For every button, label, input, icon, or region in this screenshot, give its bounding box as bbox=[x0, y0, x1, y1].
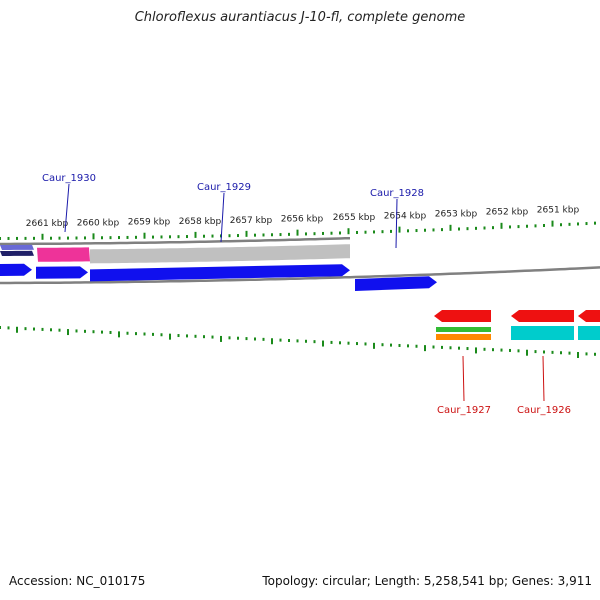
feature-band-purple bbox=[0, 244, 34, 250]
scale-tick-label: 2659 kbp bbox=[128, 218, 171, 228]
gene-arrow-caur-1929 bbox=[90, 264, 350, 282]
gene-label-caur-1927: Caur_1927 bbox=[437, 405, 491, 416]
scale-tick-label: 2656 kbp bbox=[281, 215, 324, 225]
feature-band-gray bbox=[90, 244, 350, 264]
scale-tick-label: 2657 kbp bbox=[230, 216, 273, 226]
map-title: Chloroflexus aurantiacus J-10-fl, comple… bbox=[134, 10, 466, 25]
scale-tick-label: 2652 kbp bbox=[486, 208, 529, 218]
leader-line-caur-1928 bbox=[395, 198, 398, 249]
gene-arrow-caur-1926 bbox=[511, 310, 574, 322]
scale-tick-label: 2653 kbp bbox=[435, 210, 478, 220]
scale-tick-label: 2655 kbp bbox=[333, 213, 376, 223]
genes-label: Genes: bbox=[511, 574, 554, 588]
topology-label: Topology: bbox=[262, 574, 319, 588]
leader-line-caur-1930 bbox=[64, 183, 70, 233]
gene-arrow-caur-1930 bbox=[36, 266, 88, 279]
gene-label-caur-1930: Caur_1930 bbox=[42, 173, 96, 184]
gene-label-caur-1929: Caur_1929 bbox=[197, 182, 251, 193]
accession-text: Accession: NC_010175 bbox=[9, 574, 145, 588]
genes-value: 3,911 bbox=[557, 574, 592, 588]
gene-arrow-caur-1928 bbox=[355, 276, 437, 291]
leader-line-caur-1927 bbox=[462, 355, 465, 402]
feature-band-navy bbox=[0, 250, 34, 256]
accession-value: NC_010175 bbox=[76, 574, 146, 588]
upper-backbone bbox=[0, 236, 351, 246]
leader-line-caur-1926 bbox=[542, 355, 545, 402]
topology-value: circular bbox=[322, 574, 367, 588]
scale-tick-label: 2658 kbp bbox=[179, 217, 222, 227]
accession-label: Accession: bbox=[9, 574, 73, 588]
gene-label-caur-1928: Caur_1928 bbox=[370, 188, 424, 199]
gene-arrow-left-edge bbox=[0, 263, 32, 276]
scale-tick-label: 2661 kbp bbox=[26, 219, 69, 229]
length-value: 5,258,541 bp bbox=[423, 574, 504, 588]
genome-backbone bbox=[0, 266, 600, 285]
gene-label-caur-1926: Caur_1926 bbox=[517, 405, 571, 416]
feature-band-cyan bbox=[511, 326, 574, 340]
gene-arrow-right-edge bbox=[578, 310, 600, 322]
feature-band-cyan-edge bbox=[578, 326, 600, 340]
genome-summary: Topology: circular; Length: 5,258,541 bp… bbox=[262, 574, 592, 588]
feature-band-green bbox=[436, 327, 491, 332]
scale-tick-label: 2660 kbp bbox=[77, 218, 120, 228]
leader-line-caur-1929 bbox=[220, 192, 225, 243]
feature-band-orange bbox=[436, 334, 491, 340]
scale-tick-label: 2651 kbp bbox=[537, 205, 580, 215]
gene-arrow-caur-1927 bbox=[434, 310, 491, 322]
feature-band-pink bbox=[37, 247, 90, 262]
length-label: Length: bbox=[374, 574, 421, 588]
scale-tick-label: 2654 kbp bbox=[384, 211, 427, 221]
